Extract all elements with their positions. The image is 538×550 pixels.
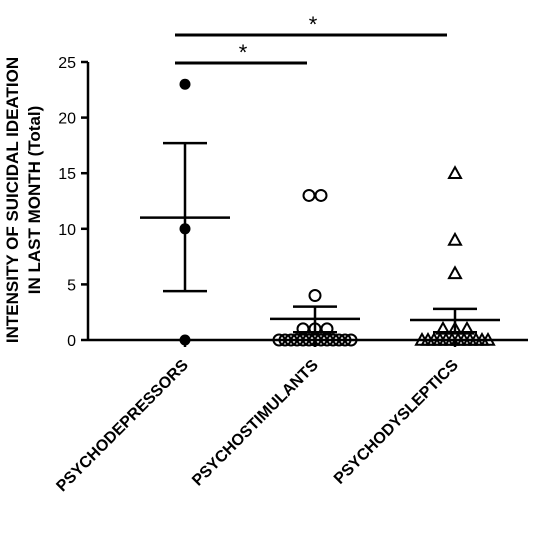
data-point [435,320,451,335]
data-point [314,188,328,202]
y-axis-label-line-1: INTENSITY OF SUICIDAL IDEATION [3,57,22,343]
data-point [179,78,191,90]
y-tick-label: 20 [58,111,76,128]
data-point [447,165,463,179]
y-tick-label: 25 [58,55,76,72]
data-marks [179,78,496,347]
category-label: PSYCHODYSLEPTICS [331,357,462,488]
data-point [480,331,496,346]
data-point [179,334,191,346]
data-point [447,265,463,280]
category-label: PSYCHODEPRESSORS [53,357,192,496]
significance-label: * [309,12,318,37]
data-point [302,188,316,202]
data-point [447,231,463,246]
data-point [320,322,334,336]
significance-annotations: ** [175,12,447,65]
y-tick-label: 5 [67,277,76,294]
mean-sem-bars [140,141,500,334]
data-point [447,320,463,335]
y-tick-label: 15 [58,166,76,183]
data-point [344,333,358,347]
data-point [459,320,475,335]
y-tick-label: 10 [58,222,76,239]
significance-label: * [239,40,248,65]
y-axis-label-line-2: IN LAST MONTH (Total) [25,106,44,295]
y-tick-label: 0 [67,333,76,350]
data-point [308,289,322,303]
data-point [338,333,352,347]
y-axis-label: INTENSITY OF SUICIDAL IDEATION IN LAST M… [3,57,44,343]
category-label: PSYCHOSTIMULANTS [189,357,322,490]
